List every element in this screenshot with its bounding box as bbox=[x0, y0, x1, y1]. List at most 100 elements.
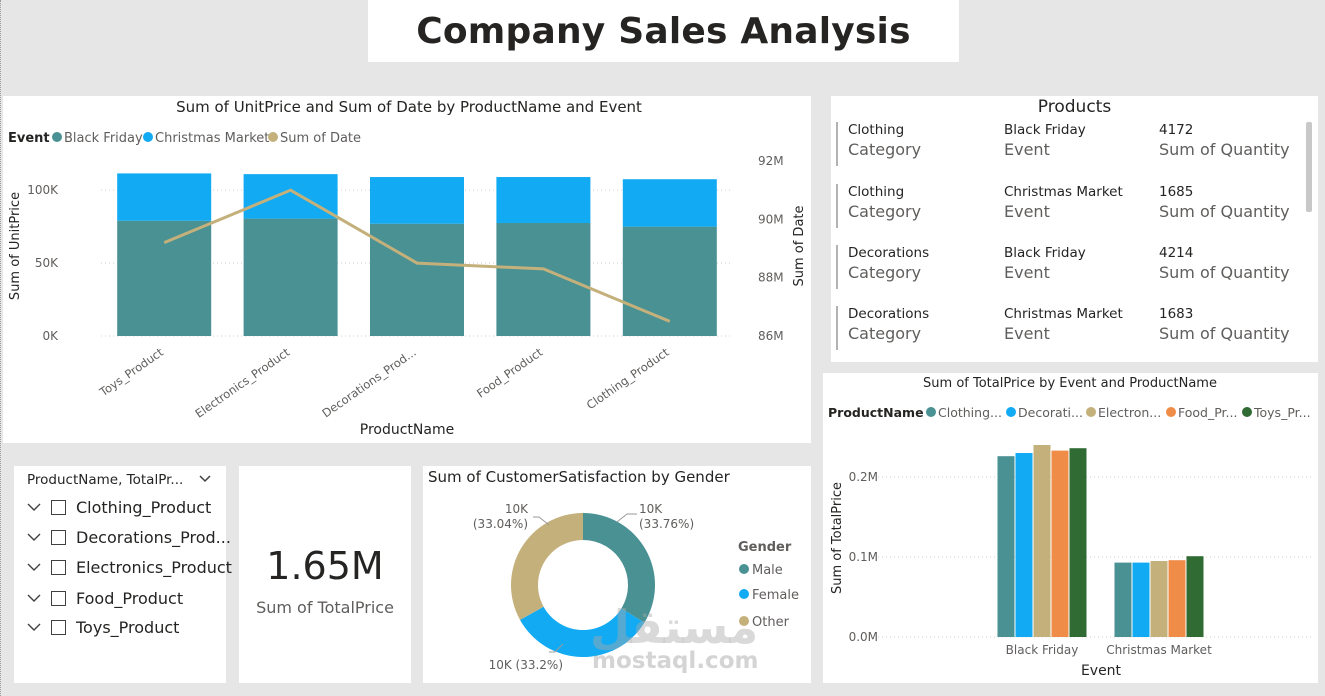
slicer-item-label: Food_Product bbox=[76, 588, 184, 608]
product-field-category: Decorations Category bbox=[848, 245, 929, 282]
chart-title: Sum of CustomerSatisfaction by Gender bbox=[428, 468, 731, 486]
products-card-panel[interactable]: Products bbox=[831, 96, 1318, 362]
legend-item-sum-of-date[interactable]: Sum of Date bbox=[280, 131, 361, 146]
quantity-value: 1683 bbox=[1159, 306, 1194, 322]
bars[interactable] bbox=[117, 173, 717, 336]
category-value: Decorations bbox=[848, 245, 930, 261]
checkbox[interactable] bbox=[51, 590, 66, 606]
event-label: Event bbox=[1004, 202, 1050, 221]
y-left-tick-label: 50K bbox=[35, 256, 59, 270]
y-right-tick-label: 86M bbox=[758, 329, 784, 343]
checkbox[interactable] bbox=[51, 559, 66, 575]
data-label-female: 10K (33.2%) bbox=[489, 658, 563, 672]
bar-christmas-market bbox=[1150, 561, 1168, 637]
legend-item-female[interactable]: Female bbox=[752, 588, 799, 603]
quantity-label: Sum of Quantity bbox=[1159, 140, 1290, 159]
y-right-tick-label: 92M bbox=[758, 154, 784, 168]
slicer-item[interactable]: Electronics_Product bbox=[27, 555, 232, 579]
bar-christmas-market bbox=[117, 173, 212, 221]
bar-black-friday bbox=[1015, 453, 1033, 637]
product-field-category: Clothing Category bbox=[848, 122, 921, 159]
y-right-tick-label: 88M bbox=[758, 271, 784, 285]
category-label: Category bbox=[848, 324, 922, 343]
donut-slices[interactable] bbox=[511, 513, 655, 657]
product-row[interactable]: Decorations Category Christmas Market Event… bbox=[836, 306, 1298, 350]
product-field-category: Clothing Category bbox=[848, 184, 921, 221]
x-axis-title: ProductName bbox=[360, 422, 454, 438]
x-ticks: Toys_Product Electronics_Product Decoratio… bbox=[96, 345, 672, 421]
legend[interactable]: Clothing... Decorati... Electron... Food_Pr… bbox=[926, 405, 1311, 420]
event-label: Event bbox=[1004, 324, 1050, 343]
bars[interactable] bbox=[997, 445, 1204, 637]
bar-christmas-market bbox=[1186, 556, 1204, 637]
y-left-ticks: 0K 50K 100K bbox=[27, 183, 59, 343]
quantity-label: Sum of Quantity bbox=[1159, 324, 1290, 343]
bar-christmas-market bbox=[243, 174, 338, 219]
x-tick-label: Electronics_Product bbox=[192, 345, 292, 421]
clustered-chart[interactable]: Sum of TotalPrice by Event and ProductNa… bbox=[823, 373, 1318, 683]
event-label: Event bbox=[1004, 140, 1050, 159]
legend-marker-female bbox=[739, 589, 749, 599]
line-path bbox=[163, 188, 671, 323]
legend-item: Toys_Pr... bbox=[1253, 405, 1311, 420]
legend-marker bbox=[926, 407, 936, 417]
product-row[interactable]: Clothing Category Black Friday Event 4172 Sum… bbox=[836, 122, 1298, 166]
chevron-down-icon[interactable] bbox=[27, 500, 41, 514]
donut-chart-panel[interactable]: Sum of CustomerSatisfaction by Gender 10… bbox=[423, 466, 811, 683]
checkbox[interactable] bbox=[51, 619, 66, 635]
legend-item-other[interactable]: Other bbox=[752, 615, 790, 630]
legend-item-male[interactable]: Male bbox=[752, 563, 783, 578]
combo-chart-panel[interactable]: Sum of UnitPrice and Sum of Date by Prod… bbox=[3, 96, 811, 443]
bar-black-friday bbox=[243, 218, 338, 336]
y-right-tick-label: 90M bbox=[758, 212, 784, 226]
y-axis-title: Sum of TotalPrice bbox=[830, 482, 845, 594]
y-tick-label: 0.1M bbox=[849, 550, 878, 564]
chevron-down-icon[interactable] bbox=[198, 472, 212, 486]
data-label-male-value: 10K bbox=[639, 502, 663, 516]
bar-christmas-market bbox=[622, 179, 717, 227]
leader-line-other bbox=[533, 516, 550, 526]
bar-christmas-market bbox=[1114, 562, 1132, 637]
data-label-other-value: 10K bbox=[505, 502, 529, 516]
legend-item: Clothing... bbox=[938, 405, 1002, 420]
scrollbar[interactable] bbox=[1306, 122, 1312, 212]
legend-item-black-friday[interactable]: Black Friday bbox=[64, 131, 143, 146]
bar-christmas-market bbox=[1168, 560, 1186, 637]
x-tick-label: Toys_Product bbox=[96, 345, 166, 400]
slicer-item[interactable]: Toys_Product bbox=[27, 615, 179, 639]
product-field-event: Black Friday Event bbox=[1004, 122, 1086, 159]
product-field-quantity: 4172 Sum of Quantity bbox=[1159, 122, 1290, 159]
clustered-chart-panel[interactable]: Sum of TotalPrice by Event and ProductNa… bbox=[823, 373, 1318, 683]
checkbox[interactable] bbox=[51, 529, 66, 545]
y-ticks: 0.0M 0.1M 0.2M bbox=[849, 470, 878, 644]
legend-title: Event bbox=[8, 131, 50, 146]
kpi-card[interactable]: 1.65M Sum of TotalPrice bbox=[239, 466, 411, 683]
chevron-down-icon[interactable] bbox=[27, 591, 41, 605]
chevron-down-icon[interactable] bbox=[27, 530, 41, 544]
slicer-item-label: Clothing_Product bbox=[76, 497, 212, 517]
dashboard-title: Company Sales Analysis bbox=[416, 10, 911, 52]
slicer-item[interactable]: Clothing_Product bbox=[27, 495, 211, 519]
bar-black-friday bbox=[997, 456, 1015, 637]
combo-chart[interactable]: Sum of UnitPrice and Sum of Date by Prod… bbox=[3, 96, 811, 443]
donut-slice-female bbox=[519, 606, 645, 657]
checkbox[interactable] bbox=[51, 499, 66, 515]
quantity-label: Sum of Quantity bbox=[1159, 202, 1290, 221]
dashboard-title-card: Company Sales Analysis bbox=[368, 0, 959, 62]
sum-of-date-line[interactable] bbox=[163, 188, 671, 323]
legend-item-christmas-market[interactable]: Christmas Market bbox=[155, 131, 269, 146]
donut-chart[interactable]: Sum of CustomerSatisfaction by Gender 10… bbox=[423, 466, 811, 683]
slicer-item[interactable]: Food_Product bbox=[27, 586, 183, 610]
product-slicer[interactable]: ProductName, TotalPr... Clothing_Product… bbox=[14, 466, 232, 683]
chevron-down-icon[interactable] bbox=[27, 620, 41, 634]
legend-title: ProductName bbox=[828, 405, 924, 420]
legend-marker-black-friday bbox=[52, 132, 62, 142]
x-tick-label: Black Friday bbox=[1006, 643, 1079, 657]
x-ticks: Black Friday Christmas Market bbox=[1006, 643, 1212, 657]
slicer-item[interactable]: Decorations_Prod... bbox=[27, 525, 231, 549]
product-row[interactable]: Decorations Category Black Friday Event 4214… bbox=[836, 245, 1298, 289]
chevron-down-icon[interactable] bbox=[27, 560, 41, 574]
product-field-category: Decorations Category bbox=[848, 306, 929, 343]
bar-black-friday bbox=[622, 226, 717, 336]
product-row[interactable]: Clothing Category Christmas Market Event 168… bbox=[836, 184, 1298, 228]
